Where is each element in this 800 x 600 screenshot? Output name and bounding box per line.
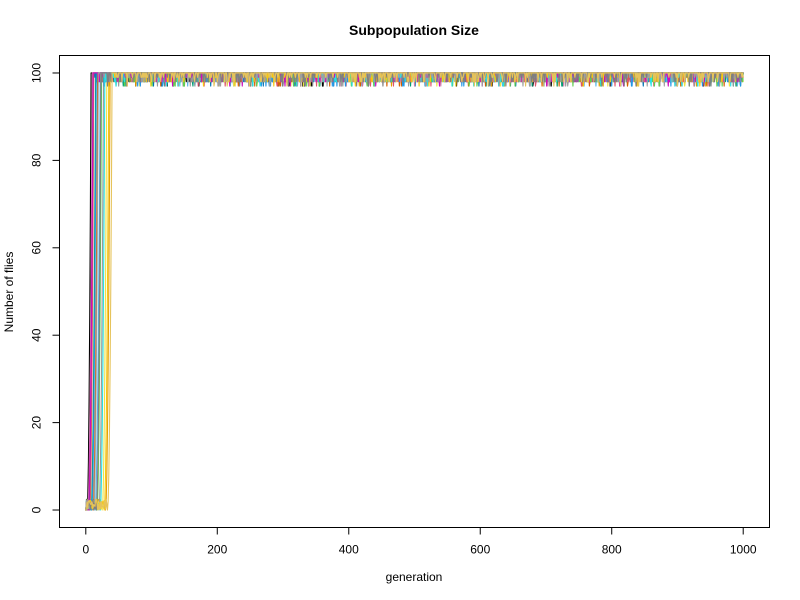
series-line-1 (85, 72, 744, 511)
series-line-13 (85, 72, 744, 511)
y-tick-label: 0 (30, 506, 44, 513)
series-line-9 (85, 72, 744, 511)
series-line-7 (85, 72, 744, 511)
x-axis: 0 200 400 600 800 1000 (82, 527, 757, 557)
x-tick-label: 800 (602, 543, 622, 557)
series-line-17 (85, 72, 744, 511)
x-tick-label: 400 (339, 543, 359, 557)
series-line-18 (85, 72, 744, 511)
x-tick-label: 200 (207, 543, 227, 557)
y-axis: 0 20 40 60 80 100 (30, 63, 60, 513)
series-line-12 (85, 72, 744, 511)
y-tick-label: 40 (30, 328, 44, 342)
y-axis-label: Number of flies (2, 252, 16, 333)
series-line-5 (85, 72, 744, 511)
series-line-4 (85, 72, 744, 511)
x-tick-label: 1000 (730, 543, 757, 557)
chart-title: Subpopulation Size (349, 22, 479, 38)
y-tick-label: 100 (30, 63, 44, 83)
series-line-15 (85, 72, 744, 511)
series-line-14 (85, 72, 744, 511)
series-line-8 (85, 72, 744, 511)
series-line-10 (85, 72, 744, 511)
y-tick-label: 60 (30, 241, 44, 255)
series-line-3 (85, 72, 744, 511)
plot-frame (59, 55, 770, 528)
x-tick-label: 0 (82, 543, 89, 557)
x-tick-label: 600 (470, 543, 490, 557)
series-line-11 (85, 72, 744, 511)
series-layer (85, 72, 744, 511)
series-line-2 (85, 72, 744, 511)
series-line-6 (85, 72, 744, 511)
series-line-16 (85, 72, 744, 511)
y-tick-label: 80 (30, 153, 44, 167)
x-axis-label: generation (386, 570, 443, 584)
y-tick-label: 20 (30, 416, 44, 430)
